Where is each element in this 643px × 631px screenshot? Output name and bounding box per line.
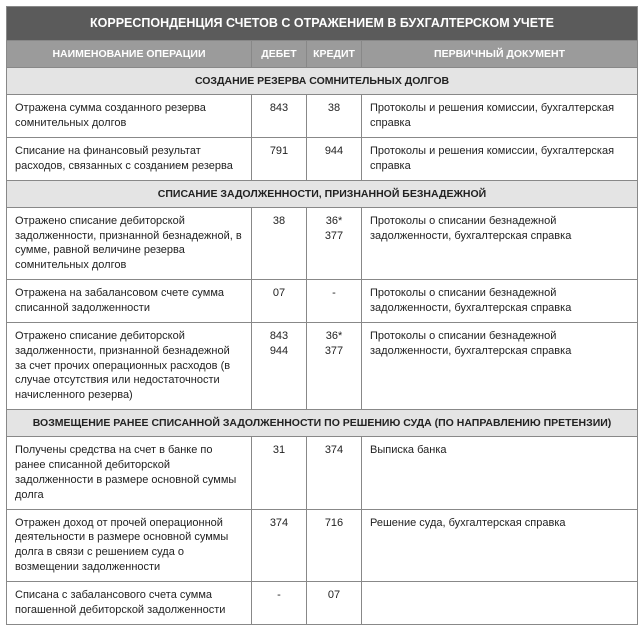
cell-operation: Получены средства на счет в банке по ран… [7,437,252,509]
cell-operation: Отражен доход от прочей операционной дея… [7,509,252,581]
cell-debit: 374 [252,509,307,581]
cell-debit: - [252,581,307,624]
cell-document: Протоколы о списании безнадежной задолже… [362,322,638,409]
table-row: Получены средства на счет в банке по ран… [7,437,638,509]
table-title: КОРРЕСПОНДЕНЦИЯ СЧЕТОВ С ОТРАЖЕНИЕМ В БУ… [7,7,638,41]
cell-debit: 07 [252,280,307,323]
table-row: Списание на финансовый результат расходо… [7,137,638,180]
column-header-operation: НАИМЕНОВАНИЕ ОПЕРАЦИИ [7,40,252,67]
document-wrapper: КОРРЕСПОНДЕНЦИЯ СЧЕТОВ С ОТРАЖЕНИЕМ В БУ… [0,0,643,631]
cell-credit: 36* 377 [307,207,362,279]
cell-operation: Списана с забалансового счета сумма пога… [7,581,252,624]
accounting-table: КОРРЕСПОНДЕНЦИЯ СЧЕТОВ С ОТРАЖЕНИЕМ В БУ… [6,6,638,625]
column-header-document: ПЕРВИЧНЫЙ ДОКУМЕНТ [362,40,638,67]
table-row: Отражена сумма созданного резерва сомнит… [7,95,638,138]
cell-debit: 791 [252,137,307,180]
cell-document: Выписка банка [362,437,638,509]
cell-document: Протоколы и решения комиссии, бухгалтерс… [362,95,638,138]
section-heading: СПИСАНИЕ ЗАДОЛЖЕННОСТИ, ПРИЗНАННОЙ БЕЗНА… [7,180,638,207]
cell-document: Протоколы о списании безнадежной задолже… [362,280,638,323]
cell-operation: Отражена на забалансовом счете сумма спи… [7,280,252,323]
cell-document: Решение суда, бухгалтерская справка [362,509,638,581]
cell-debit: 38 [252,207,307,279]
cell-debit: 31 [252,437,307,509]
cell-credit: 944 [307,137,362,180]
section-heading: ВОЗМЕЩЕНИЕ РАНЕЕ СПИСАННОЙ ЗАДОЛЖЕННОСТИ… [7,410,638,437]
column-header-debit: ДЕБЕТ [252,40,307,67]
cell-credit: 374 [307,437,362,509]
table-row: Отражен доход от прочей операционной дея… [7,509,638,581]
column-header-credit: КРЕДИТ [307,40,362,67]
cell-debit: 843 [252,95,307,138]
cell-operation: Списание на финансовый результат расходо… [7,137,252,180]
cell-document [362,581,638,624]
cell-credit: 36* 377 [307,322,362,409]
cell-debit: 843 944 [252,322,307,409]
cell-operation: Отражено списание дебиторской задолженно… [7,207,252,279]
cell-credit: 07 [307,581,362,624]
table-row: Отражено списание дебиторской задолженно… [7,322,638,409]
cell-operation: Отражено списание дебиторской задолженно… [7,322,252,409]
table-row: Списана с забалансового счета сумма пога… [7,581,638,624]
table-row: Отражено списание дебиторской задолженно… [7,207,638,279]
cell-document: Протоколы о списании безнадежной задолже… [362,207,638,279]
cell-operation: Отражена сумма созданного резерва сомнит… [7,95,252,138]
table-row: Отражена на забалансовом счете сумма спи… [7,280,638,323]
cell-credit: 38 [307,95,362,138]
cell-credit: 716 [307,509,362,581]
cell-document: Протоколы и решения комиссии, бухгалтерс… [362,137,638,180]
cell-credit: - [307,280,362,323]
section-heading: СОЗДАНИЕ РЕЗЕРВА СОМНИТЕЛЬНЫХ ДОЛГОВ [7,68,638,95]
